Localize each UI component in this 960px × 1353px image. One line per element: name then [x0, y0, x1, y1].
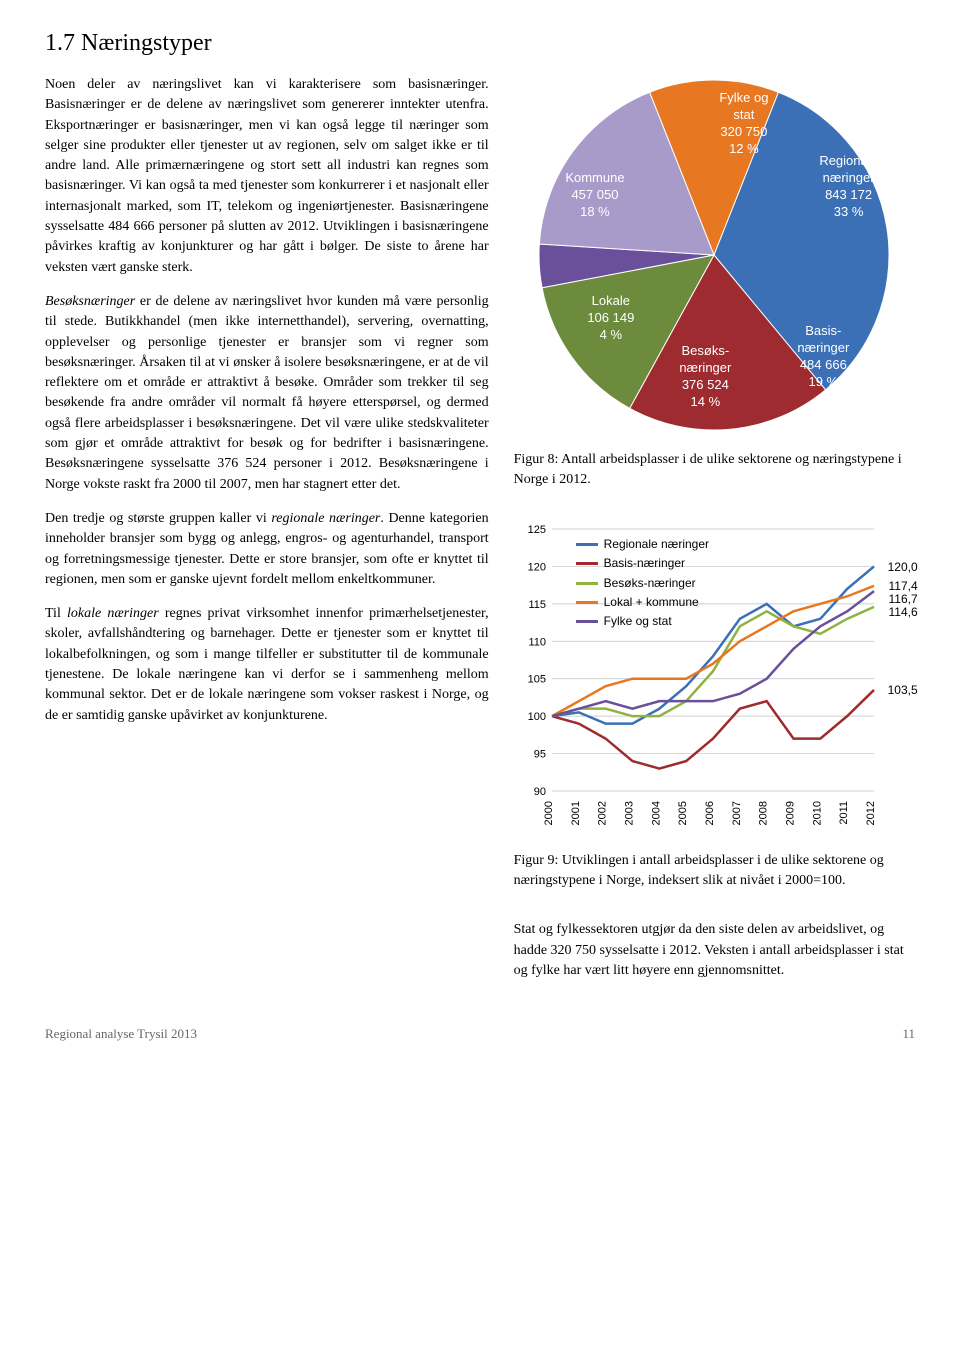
line-end-label: 117,4 — [888, 579, 917, 593]
svg-text:2006: 2006 — [704, 801, 716, 825]
svg-text:2010: 2010 — [811, 801, 823, 825]
legend-item: Besøks-næringer — [576, 574, 709, 593]
line-chart: 90 95 100 105 110 115 120 125 2000 2001 2002 2003 20… — [514, 519, 914, 839]
legend-swatch — [576, 620, 598, 623]
legend-item: Basis-næringer — [576, 554, 709, 573]
pie-slice-label: Basis-næringer484 66619 % — [797, 323, 849, 391]
legend-swatch — [576, 601, 598, 604]
pie-chart: Fylke ogstat320 75012 % Regionalenæringer… — [519, 75, 909, 435]
page-title: 1.7 Næringstyper — [45, 30, 915, 57]
bottom-paragraph: Stat og fylkessektoren utgjør da den sis… — [514, 920, 915, 981]
svg-text:125: 125 — [527, 524, 545, 536]
svg-text:105: 105 — [527, 674, 545, 686]
paragraph-1: Noen deler av næringslivet kan vi karakt… — [45, 75, 489, 278]
legend-label: Basis-næringer — [604, 554, 685, 573]
left-column: Noen deler av næringslivet kan vi karakt… — [45, 75, 489, 981]
svg-text:2001: 2001 — [569, 801, 581, 825]
right-column: Fylke ogstat320 75012 % Regionalenæringer… — [514, 75, 915, 981]
legend-swatch — [576, 562, 598, 565]
legend-label: Regionale næringer — [604, 535, 709, 554]
svg-text:2007: 2007 — [730, 801, 742, 825]
pie-slice-label: Fylke ogstat320 75012 % — [719, 90, 768, 158]
paragraph-4: Til lokale næringer regnes privat virkso… — [45, 604, 489, 726]
svg-text:2003: 2003 — [623, 801, 635, 825]
paragraph-2: Besøksnæringer er de delene av næringsli… — [45, 292, 489, 495]
svg-text:120: 120 — [527, 562, 545, 574]
svg-text:2000: 2000 — [543, 801, 555, 825]
svg-text:95: 95 — [533, 749, 545, 761]
legend-label: Fylke og stat — [604, 612, 672, 631]
term-regionale: regionale næringer — [271, 511, 380, 526]
line-end-label: 116,7 — [888, 592, 917, 606]
svg-text:2011: 2011 — [838, 801, 850, 825]
para2-rest: er de delene av næringslivet hvor kunden… — [45, 294, 489, 492]
svg-text:100: 100 — [527, 711, 545, 723]
term-besoks: Besøksnæringer — [45, 294, 135, 309]
figure-9-caption: Figur 9: Utviklingen i antall arbeidspla… — [514, 851, 915, 890]
chart-legend: Regionale næringerBasis-næringerBesøks-n… — [576, 535, 709, 631]
line-end-label: 114,6 — [888, 605, 917, 619]
line-end-label: 103,5 — [888, 683, 918, 697]
legend-item: Fylke og stat — [576, 612, 709, 631]
footer-left: Regional analyse Trysil 2013 — [45, 1026, 197, 1042]
line-chart-svg: 90 95 100 105 110 115 120 125 2000 2001 2002 2003 20… — [514, 519, 914, 839]
pie-slice-label: Lokale106 1494 % — [587, 293, 634, 344]
svg-text:110: 110 — [528, 636, 546, 648]
svg-text:2004: 2004 — [650, 801, 662, 825]
pie-slice-label: Besøks-næringer376 52414 % — [679, 343, 731, 411]
legend-swatch — [576, 543, 598, 546]
svg-text:2012: 2012 — [865, 801, 877, 825]
paragraph-3: Den tredje og største gruppen kaller vi … — [45, 509, 489, 590]
legend-label: Lokal + kommune — [604, 593, 699, 612]
svg-text:2002: 2002 — [596, 801, 608, 825]
svg-text:2009: 2009 — [784, 801, 796, 825]
line-end-label: 120,0 — [888, 560, 918, 574]
svg-text:90: 90 — [533, 786, 545, 798]
svg-text:2008: 2008 — [757, 801, 769, 825]
page-footer: Regional analyse Trysil 2013 11 — [45, 1026, 915, 1042]
svg-text:115: 115 — [528, 599, 546, 611]
legend-item: Regionale næringer — [576, 535, 709, 554]
legend-item: Lokal + kommune — [576, 593, 709, 612]
pie-slice-label: Regionalenæringer843 17233 % — [819, 153, 878, 221]
footer-page-number: 11 — [902, 1026, 915, 1042]
legend-swatch — [576, 582, 598, 585]
legend-label: Besøks-næringer — [604, 574, 696, 593]
svg-text:2005: 2005 — [677, 801, 689, 825]
term-lokale: lokale næringer — [67, 606, 159, 621]
figure-8-caption: Figur 8: Antall arbeidsplasser i de ulik… — [514, 450, 915, 489]
pie-slice-label: Kommune457 05018 % — [565, 170, 624, 221]
two-column-layout: Noen deler av næringslivet kan vi karakt… — [45, 75, 915, 981]
